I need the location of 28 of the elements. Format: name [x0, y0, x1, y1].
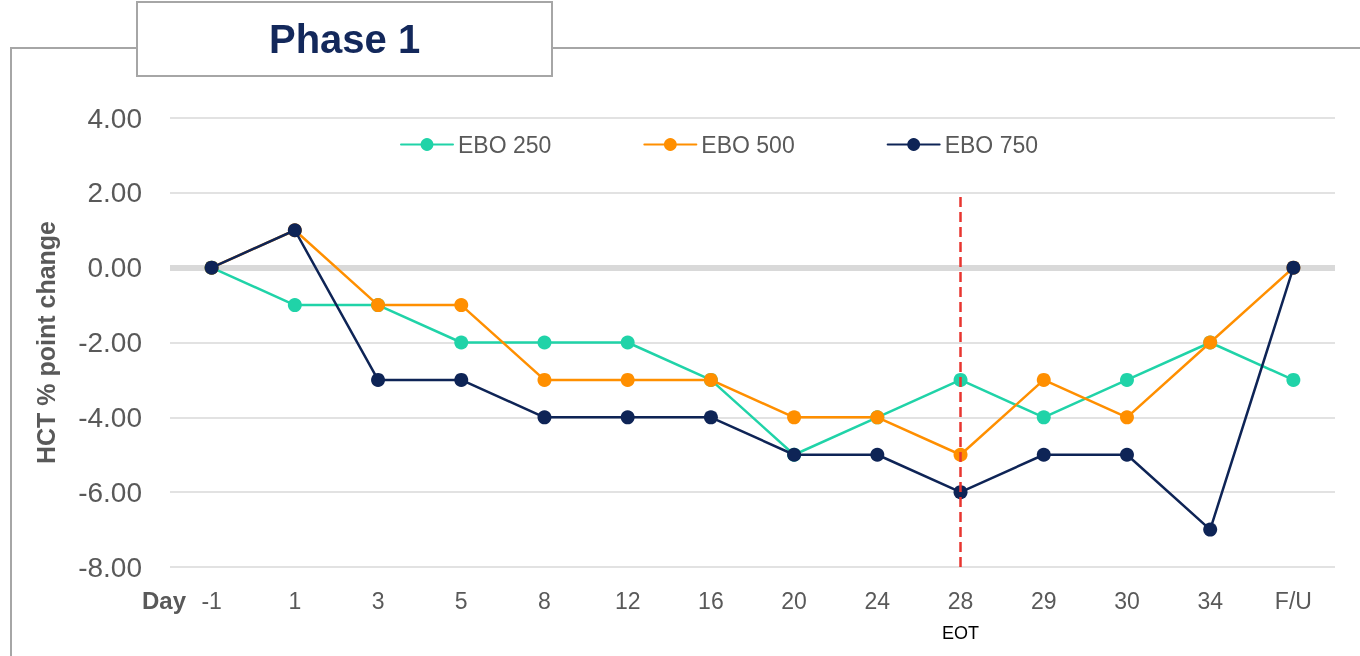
x-tick-label: -1	[201, 587, 222, 614]
legend-label: EBO 500	[701, 131, 795, 158]
y-tick-label: -2.00	[78, 327, 142, 358]
y-tick-label: -6.00	[78, 476, 142, 508]
y-axis-title: HCT % point change	[31, 220, 60, 465]
x-tick-label: 8	[538, 587, 551, 614]
text: EOT	[942, 623, 980, 643]
x-tick-label: 3	[371, 587, 385, 614]
x-tick-label: 12	[614, 587, 641, 614]
x-tick-label: 1	[288, 587, 302, 614]
y-tick-label: -8.00	[78, 551, 142, 583]
x-tick-label: 5	[454, 587, 468, 614]
x-axis-title: Day	[141, 586, 187, 614]
x-tick-label: 28	[947, 587, 974, 614]
x-tick-label: 29	[1030, 587, 1057, 614]
x-tick-label: 30	[1114, 587, 1140, 614]
y-tick-label: 2.00	[87, 177, 142, 209]
x-tick-label: 24	[864, 587, 891, 614]
legend-label: EBO 250	[458, 131, 552, 158]
y-tick-label: 4.00	[87, 102, 142, 134]
x-tick-label: F/U	[1274, 587, 1312, 614]
y-tick-label: -4.00	[78, 401, 142, 433]
x-tick-label: 34	[1197, 587, 1224, 614]
chart-title: Phase 1	[269, 17, 421, 61]
x-tick-label: 16	[698, 587, 724, 614]
x-tick-label: 20	[781, 587, 807, 614]
legend-label: EBO 750	[944, 131, 1039, 158]
y-tick-label: 0.00	[87, 252, 142, 284]
